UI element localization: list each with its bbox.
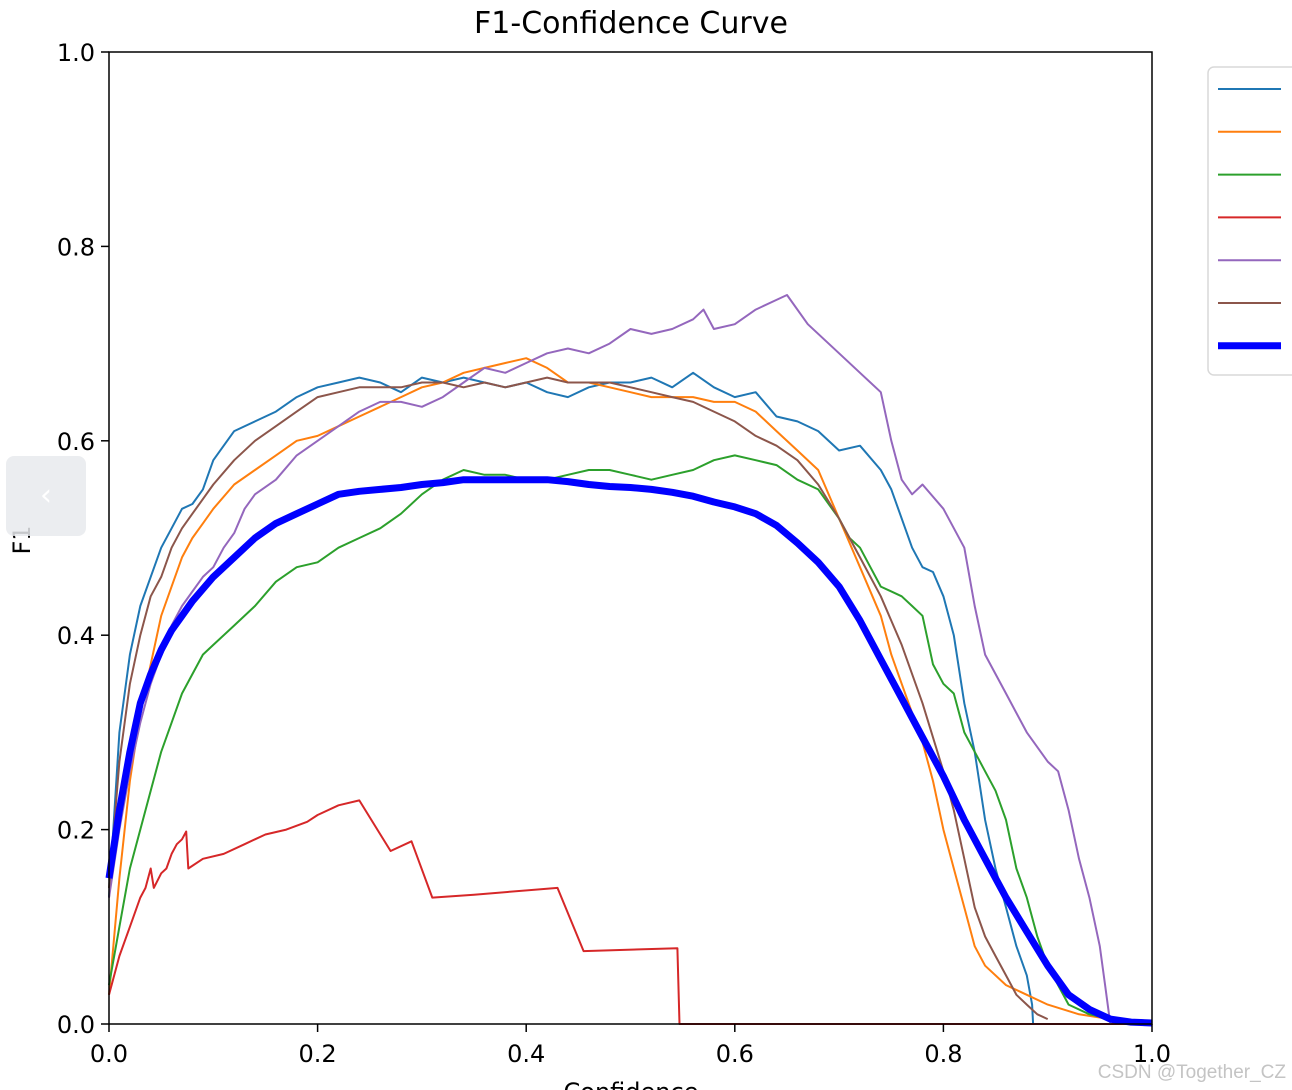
x-tick-label: 1.0 [1133, 1040, 1171, 1068]
y-tick-label: 0.6 [57, 428, 95, 456]
series-line-4 [108, 799, 1152, 1025]
ticks-layer: 0.0 0.2 0.4 0.6 0.8 1.0 0.0 0.2 0.4 0.6 0.8 1.0 [57, 39, 1171, 1068]
watermark: CSDN @Together_CZ [1097, 1062, 1286, 1083]
sidebar-collapse-tab[interactable]: ‹ [6, 456, 86, 536]
y-tick-label: 1.0 [57, 39, 95, 67]
x-axis-label: Confidence [564, 1078, 699, 1090]
x-tick-label: 0.4 [507, 1040, 545, 1068]
series-line-6 [108, 376, 1049, 1021]
series-line-5 [108, 294, 1112, 1025]
x-tick-label: 0.2 [299, 1040, 337, 1068]
legend-box [1207, 66, 1292, 376]
y-tick-label: 0.0 [57, 1011, 95, 1039]
x-tick-label: 0.0 [90, 1040, 128, 1068]
legend [1207, 66, 1292, 376]
plot-frame [108, 51, 1153, 1025]
series-layer [105, 294, 1153, 1027]
series-line-1 [108, 371, 1035, 1025]
series-line-2 [108, 357, 1111, 1021]
y-tick-label: 0.4 [57, 622, 95, 650]
chart-title: F1-Confidence Curve [474, 6, 788, 41]
series-line-3 [108, 454, 1111, 1021]
series-line-7 [105, 476, 1153, 1027]
chevron-left-icon: ‹ [40, 478, 52, 513]
y-tick-label: 0.2 [57, 817, 95, 845]
x-tick-label: 0.8 [924, 1040, 962, 1068]
y-tick-label: 0.8 [57, 233, 95, 261]
x-tick-label: 0.6 [716, 1040, 754, 1068]
